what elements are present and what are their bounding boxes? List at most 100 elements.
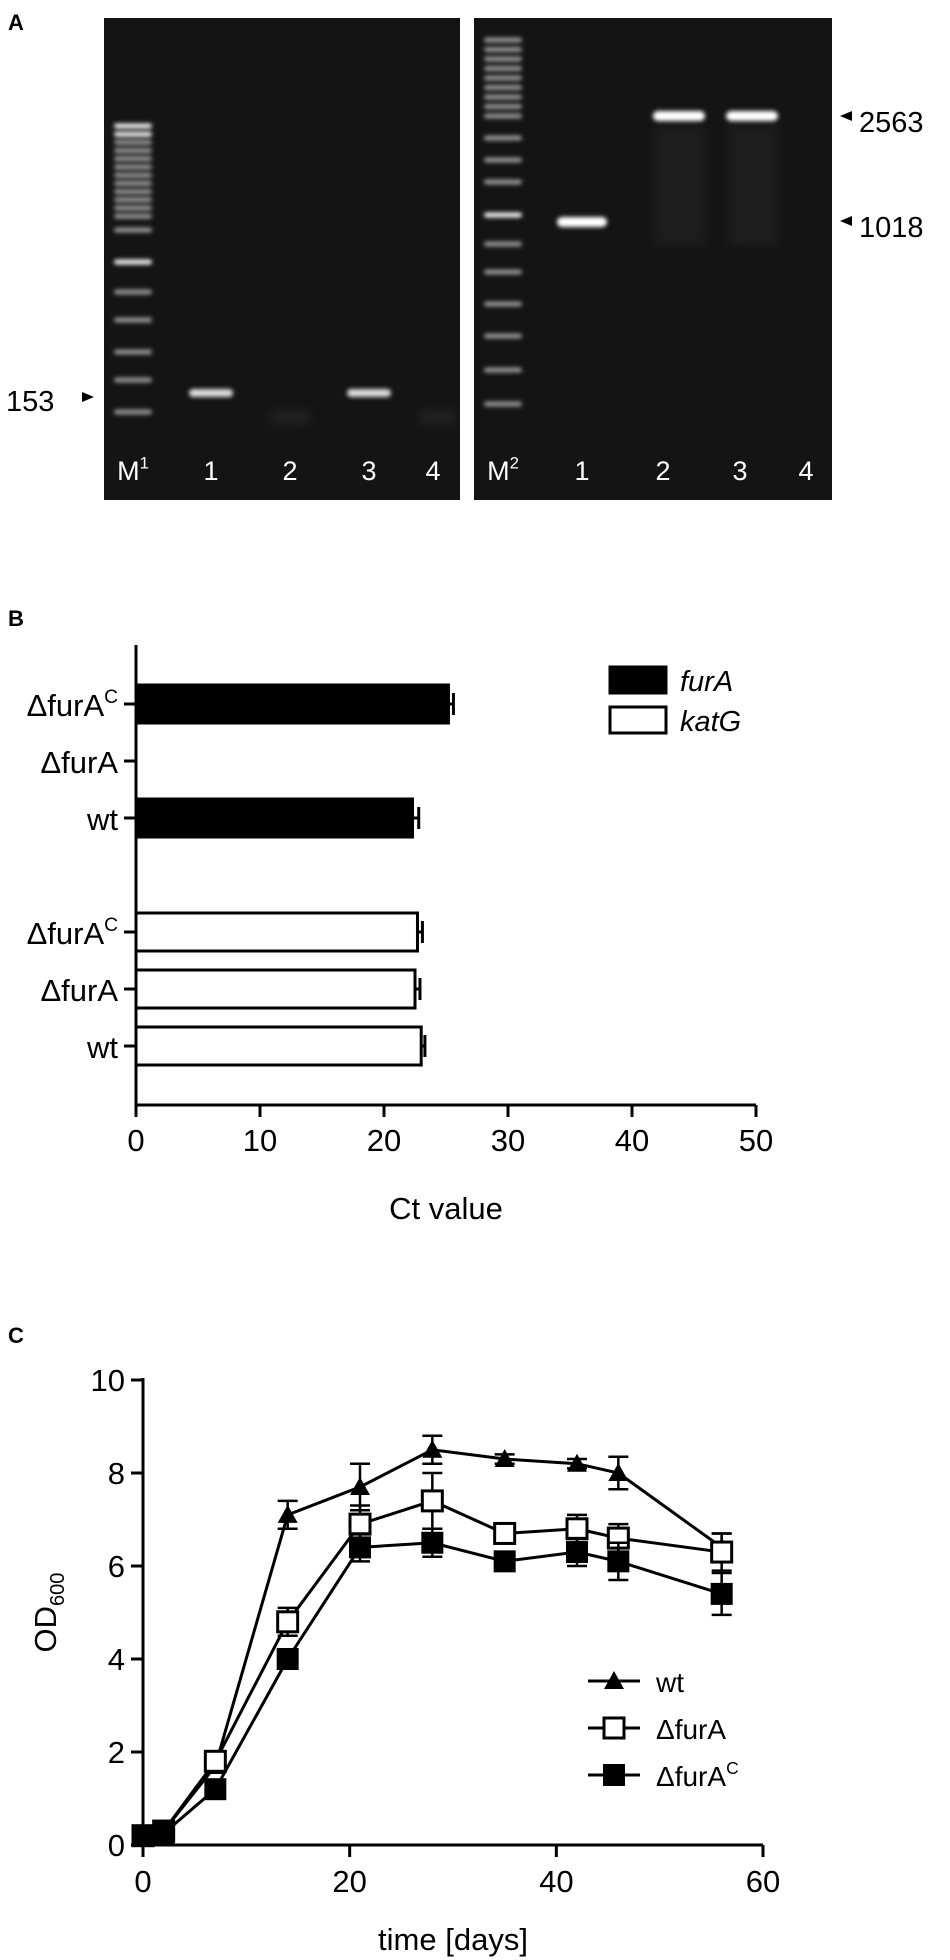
b-category-label: wt xyxy=(86,1030,118,1065)
b-bar xyxy=(134,968,417,1010)
ladder-band xyxy=(114,131,152,137)
c-point xyxy=(422,1439,443,1458)
lane-label: 2 xyxy=(655,456,670,486)
b-category-label: wt xyxy=(86,802,118,837)
c-y-tick-label: 10 xyxy=(91,1363,125,1398)
c-x-tick-label: 0 xyxy=(134,1864,151,1899)
ladder-band xyxy=(114,213,152,219)
ladder-band xyxy=(114,156,152,162)
dna-band xyxy=(653,111,705,121)
size-label-1018: 1018 xyxy=(859,212,924,244)
lane-label-text: M xyxy=(117,456,140,486)
ladder-band xyxy=(484,301,522,307)
c-legend-label: wt xyxy=(655,1667,684,1698)
c-point xyxy=(710,1582,733,1605)
size-arrow-1018 xyxy=(840,216,852,226)
b-legend-label: katG xyxy=(680,706,741,738)
primer-smear xyxy=(270,410,310,424)
c-legend-label-text: ΔfurA xyxy=(656,1714,726,1745)
ladder-band xyxy=(484,75,522,81)
ladder-band xyxy=(484,113,522,119)
lane-label-sup: 1 xyxy=(140,454,149,473)
lane-label-text: 4 xyxy=(425,456,440,486)
c-legend-marker xyxy=(603,1764,625,1786)
c-series-line xyxy=(142,1499,722,1838)
b-x-tick-label: 40 xyxy=(615,1123,649,1158)
ladder-band xyxy=(114,377,152,383)
panel-b-label: B xyxy=(8,606,24,631)
b-x-tick-label: 0 xyxy=(127,1123,144,1158)
c-x-tick-label: 20 xyxy=(332,1864,366,1899)
ladder-band xyxy=(114,189,152,195)
b-x-tick-label: 20 xyxy=(367,1123,401,1158)
b-category-label-text: ΔfurA xyxy=(40,973,118,1008)
b-category-label-sup: C xyxy=(104,687,118,708)
ladder-band xyxy=(484,269,522,275)
b-category-label-text: ΔfurA xyxy=(27,916,105,951)
c-point xyxy=(607,1550,630,1573)
c-series-2 xyxy=(132,1527,733,1847)
b-category-label-text: ΔfurA xyxy=(40,745,118,780)
ladder-band xyxy=(484,157,522,163)
c-point xyxy=(420,1489,444,1513)
c-series-line xyxy=(142,1541,723,1838)
ladder-band xyxy=(484,401,522,407)
c-legend-label-sup: C xyxy=(726,1758,739,1778)
ladder-band xyxy=(484,94,522,100)
b-category-label-text: ΔfurA xyxy=(27,688,105,723)
c-point xyxy=(349,1536,371,1559)
c-point xyxy=(204,1778,227,1801)
c-point xyxy=(566,1541,588,1564)
b-category-label: ΔfurA xyxy=(40,745,118,780)
c-y-axis-label: OD600 xyxy=(28,1573,69,1653)
ladder-band xyxy=(484,104,522,109)
lane-label: 3 xyxy=(361,456,376,486)
c-point xyxy=(152,1822,175,1845)
ladder-band xyxy=(114,289,152,295)
c-y-axis-label-text: OD xyxy=(28,1606,63,1653)
lane-smear xyxy=(728,125,778,245)
lane-label: 3 xyxy=(732,456,747,486)
ladder-band xyxy=(114,227,152,233)
b-legend-label: furA xyxy=(680,666,733,698)
ladder-band xyxy=(114,259,152,265)
c-point xyxy=(493,1521,517,1545)
gel-left-ladder xyxy=(114,123,152,415)
c-y-tick-label: 4 xyxy=(108,1642,125,1677)
c-legend-marker xyxy=(602,1716,626,1740)
lane-label-text: 2 xyxy=(282,456,297,486)
c-legend-label: ΔfurAC xyxy=(656,1758,739,1792)
gel-right-bands xyxy=(557,111,778,245)
dna-band xyxy=(347,389,391,397)
lane-label: 2 xyxy=(282,456,297,486)
ladder-band xyxy=(484,179,522,185)
b-category-label: ΔfurAC xyxy=(27,687,119,723)
c-point xyxy=(276,1610,300,1634)
panel-c-label: C xyxy=(8,1323,24,1348)
gel-right xyxy=(474,18,832,500)
ladder-band xyxy=(484,47,522,52)
c-legend-label-text: wt xyxy=(655,1667,684,1698)
gel-left-lane-labels: M1 1 2 3 4 xyxy=(117,454,440,486)
b-legend-swatch xyxy=(608,705,668,735)
dna-band xyxy=(726,111,778,121)
c-x-tick-label: 40 xyxy=(539,1864,573,1899)
lane-label: 1 xyxy=(574,456,589,486)
c-point xyxy=(348,1512,372,1536)
b-category-label-sup: C xyxy=(104,915,118,936)
c-point xyxy=(494,1449,515,1468)
gel-left-bands xyxy=(189,389,456,424)
c-point xyxy=(421,1531,444,1554)
c-y-tick-label: 8 xyxy=(108,1456,125,1491)
gel-left xyxy=(104,18,460,500)
ladder-band xyxy=(114,123,152,129)
ladder-band xyxy=(114,172,152,178)
gel-right-lane-labels: M2 1 2 3 4 xyxy=(487,454,813,486)
size-arrow-153 xyxy=(82,392,94,402)
lane-label-text: 3 xyxy=(732,456,747,486)
size-label-2563: 2563 xyxy=(859,107,924,139)
b-bar xyxy=(134,797,415,839)
lane-label: M1 xyxy=(117,454,149,486)
